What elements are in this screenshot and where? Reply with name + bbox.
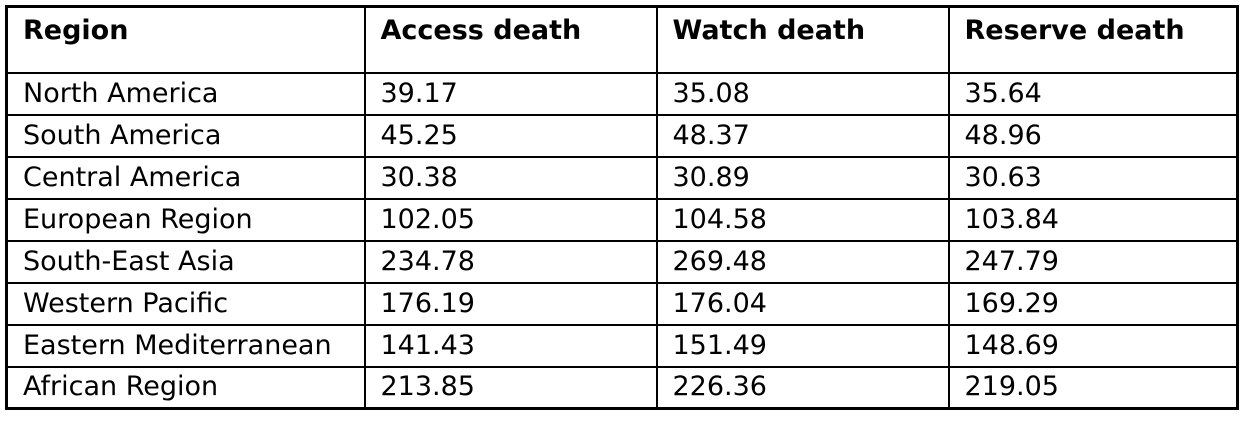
- watch-death-cell: 176.04: [655, 281, 950, 326]
- reserve-death-cell: 247.79: [947, 239, 1239, 284]
- reserve-death-cell: 30.63: [947, 155, 1239, 200]
- table-row: European Region 102.05 104.58 103.84: [5, 197, 1239, 242]
- watch-death-cell: 151.49: [655, 323, 950, 368]
- region-cell: Eastern Mediterranean: [5, 323, 366, 368]
- region-cell: Central America: [5, 155, 366, 200]
- access-death-cell: 141.43: [363, 323, 658, 368]
- access-death-cell: 30.38: [363, 155, 658, 200]
- region-cell: Western Pacific: [5, 281, 366, 326]
- region-cell: North America: [5, 71, 366, 116]
- table-row: Eastern Mediterranean 141.43 151.49 148.…: [5, 323, 1239, 368]
- table-row: South-East Asia 234.78 269.48 247.79: [5, 239, 1239, 284]
- reserve-death-cell: 48.96: [947, 113, 1239, 158]
- reserve-death-cell: 35.64: [947, 71, 1239, 116]
- table-row: Western Pacific 176.19 176.04 169.29: [5, 281, 1239, 326]
- watch-death-cell: 30.89: [655, 155, 950, 200]
- table-row: Central America 30.38 30.89 30.63: [5, 155, 1239, 200]
- watch-death-cell: 48.37: [655, 113, 950, 158]
- column-header-region: Region: [5, 5, 366, 74]
- watch-death-cell: 104.58: [655, 197, 950, 242]
- reserve-death-cell: 169.29: [947, 281, 1239, 326]
- region-cell: South America: [5, 113, 366, 158]
- access-death-cell: 213.85: [363, 365, 658, 410]
- column-header-reserve-death: Reserve death: [947, 5, 1239, 74]
- region-cell: African Region: [5, 365, 366, 410]
- column-header-watch-death: Watch death: [655, 5, 950, 74]
- access-death-cell: 39.17: [363, 71, 658, 116]
- access-death-cell: 234.78: [363, 239, 658, 284]
- access-death-cell: 102.05: [363, 197, 658, 242]
- region-cell: European Region: [5, 197, 366, 242]
- table-row: African Region 213.85 226.36 219.05: [5, 365, 1239, 410]
- region-death-table: Region Access death Watch death Reserve …: [5, 5, 1239, 410]
- region-cell: South-East Asia: [5, 239, 366, 284]
- access-death-cell: 176.19: [363, 281, 658, 326]
- watch-death-cell: 35.08: [655, 71, 950, 116]
- access-death-cell: 45.25: [363, 113, 658, 158]
- watch-death-cell: 226.36: [655, 365, 950, 410]
- reserve-death-cell: 219.05: [947, 365, 1239, 410]
- header-row: Region Access death Watch death Reserve …: [5, 5, 1239, 74]
- watch-death-cell: 269.48: [655, 239, 950, 284]
- table-row: North America 39.17 35.08 35.64: [5, 71, 1239, 116]
- reserve-death-cell: 148.69: [947, 323, 1239, 368]
- column-header-access-death: Access death: [363, 5, 658, 74]
- table-row: South America 45.25 48.37 48.96: [5, 113, 1239, 158]
- reserve-death-cell: 103.84: [947, 197, 1239, 242]
